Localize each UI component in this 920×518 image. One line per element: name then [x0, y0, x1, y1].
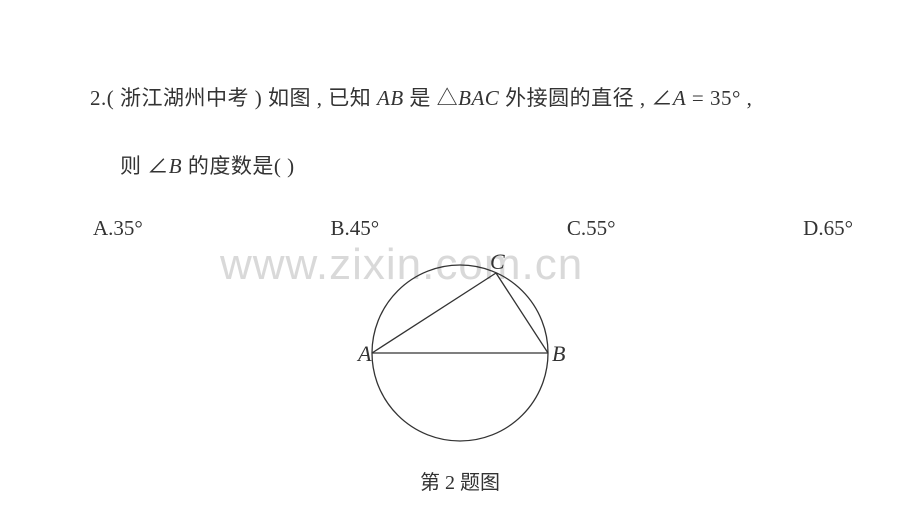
q-text-4: = 35° ,: [686, 86, 752, 110]
var-angle-B: B: [169, 154, 182, 178]
question-line-1: 2.( 浙江湖州中考 ) 如图 , 已知 AB 是 △BAC 外接圆的直径 , …: [90, 82, 752, 112]
choice-d: D.65°: [803, 216, 853, 241]
choices-row: A.35° B.45° C.55° D.65°: [93, 216, 853, 241]
question-line-2: 则 ∠B 的度数是( ): [120, 150, 295, 180]
svg-text:A: A: [356, 341, 372, 366]
var-angle-A: A: [673, 86, 686, 110]
figure-caption: 第 2 题图: [0, 466, 920, 495]
q-text-1: 如图 , 已知: [262, 86, 377, 110]
question-number: 2.: [90, 86, 107, 110]
choice-a: A.35°: [93, 216, 143, 241]
choice-c: C.55°: [567, 216, 616, 241]
question-source: ( 浙江湖州中考 ): [107, 86, 263, 110]
q-text-2: 是 △: [404, 86, 459, 110]
q-text-6: 的度数是( ): [182, 154, 295, 178]
var-BAC: BAC: [458, 86, 499, 110]
q-text-5: 则 ∠: [120, 154, 169, 178]
choice-b: B.45°: [331, 216, 380, 241]
q-text-3: 外接圆的直径 , ∠: [499, 86, 673, 110]
svg-text:B: B: [552, 341, 565, 366]
var-AB: AB: [377, 86, 404, 110]
circle-diagram: A B C: [350, 248, 570, 466]
svg-text:C: C: [490, 249, 505, 274]
